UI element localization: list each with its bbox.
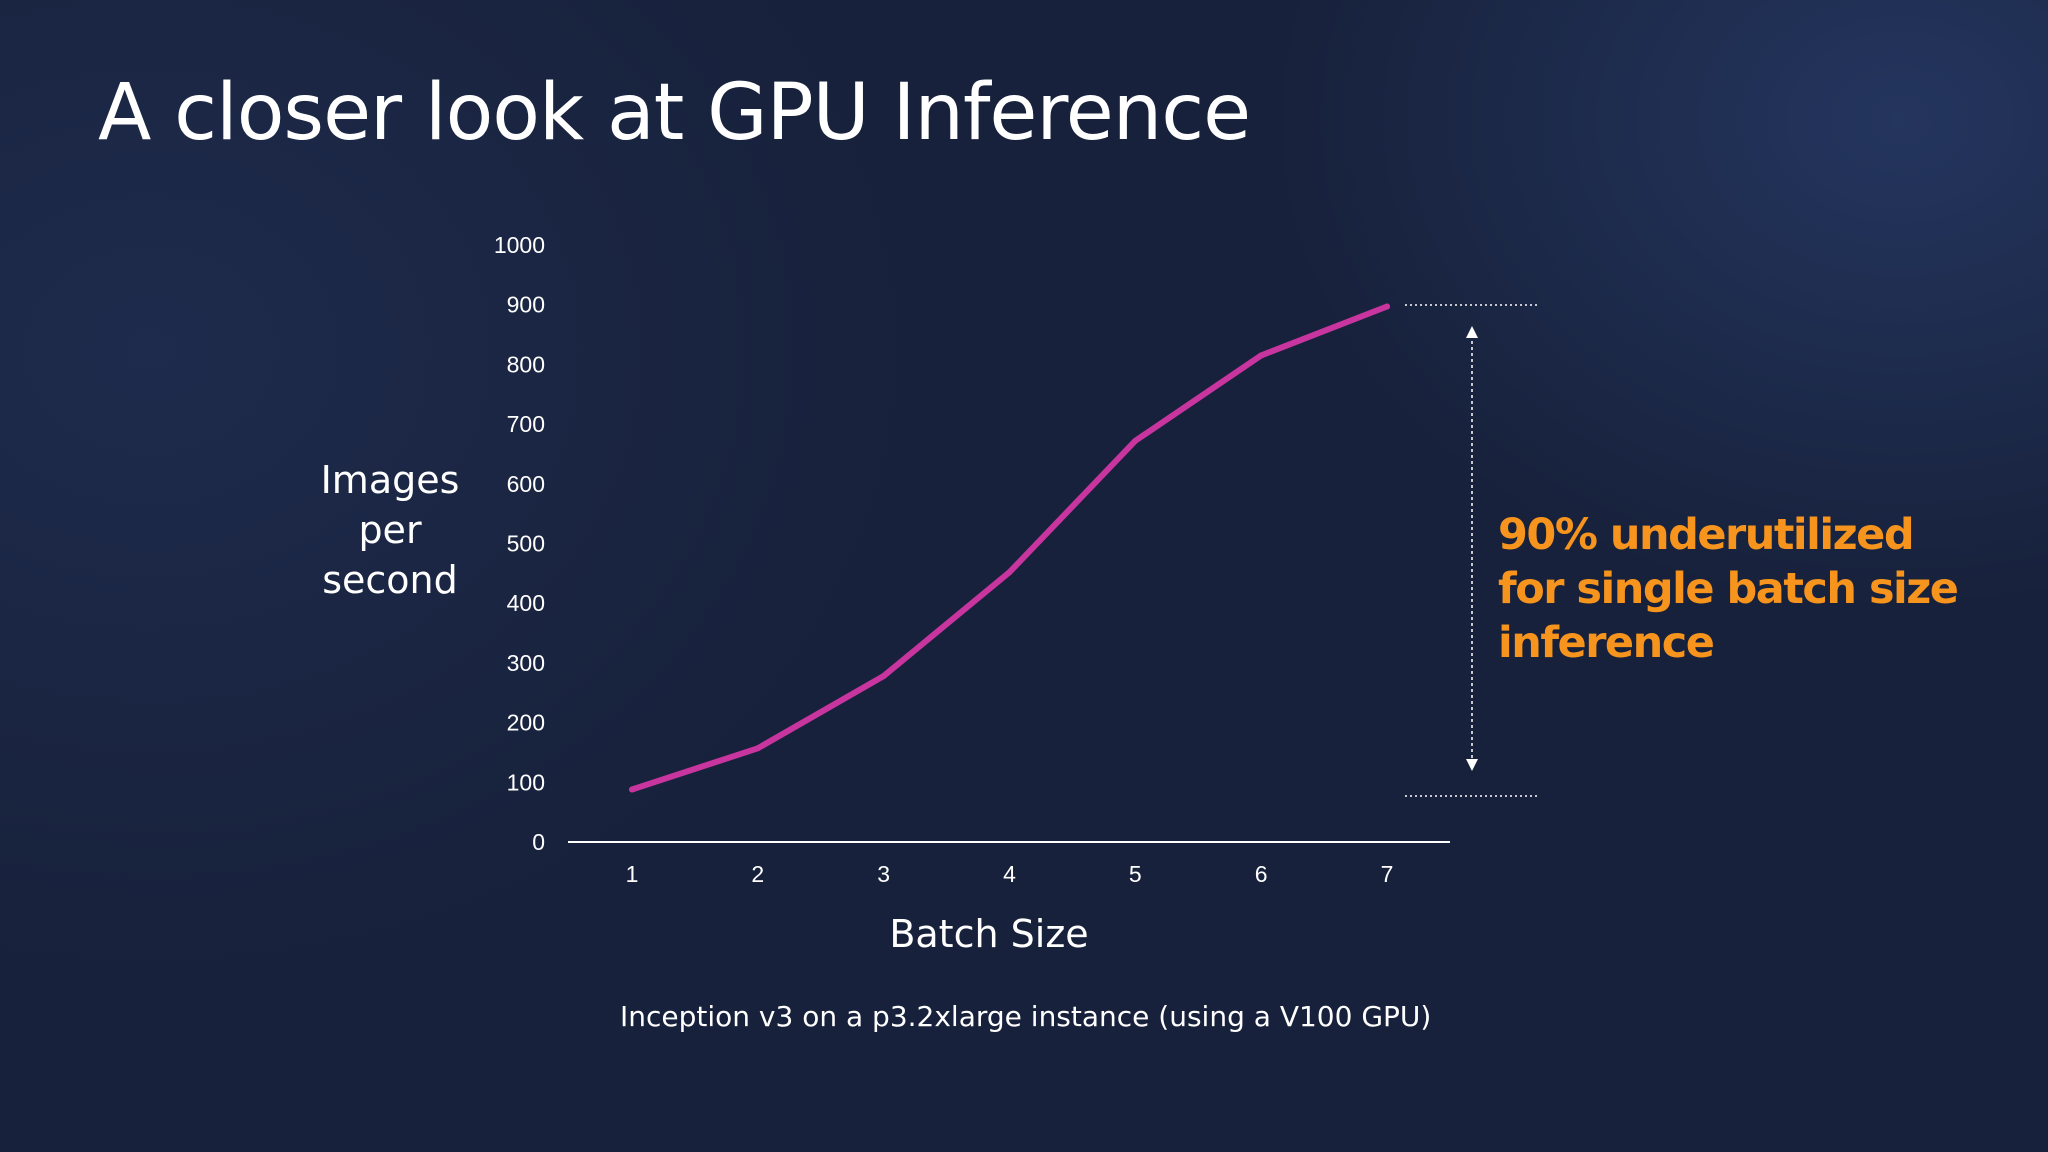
y-tick-label: 600 bbox=[507, 471, 545, 497]
x-tick-label: 1 bbox=[626, 861, 639, 887]
series-point bbox=[1006, 569, 1013, 576]
y-tick-label: 900 bbox=[507, 292, 545, 318]
y-tick-label: 0 bbox=[532, 829, 545, 855]
y-axis-ticks: 0 100 200 300 400 500 600 700 800 900 1000 bbox=[494, 232, 545, 855]
y-tick-label: 700 bbox=[507, 411, 545, 437]
x-tick-label: 3 bbox=[877, 861, 890, 887]
annotation-line: for single batch size bbox=[1498, 564, 1959, 614]
series-points bbox=[629, 303, 1390, 793]
x-tick-label: 5 bbox=[1129, 861, 1142, 887]
y-axis-title-line: Images bbox=[320, 458, 460, 502]
y-tick-label: 400 bbox=[507, 590, 545, 616]
x-axis-title: Batch Size bbox=[889, 912, 1088, 956]
slide-title: A closer look at GPU Inference bbox=[98, 68, 1251, 158]
x-tick-label: 2 bbox=[751, 861, 764, 887]
y-tick-label: 300 bbox=[507, 650, 545, 676]
y-axis-title-line: per bbox=[358, 508, 422, 552]
series-point bbox=[754, 745, 761, 752]
y-tick-label: 100 bbox=[507, 769, 545, 795]
annotation-line: 90% underutilized bbox=[1498, 510, 1915, 560]
x-axis-ticks: 1 2 3 4 5 6 7 bbox=[626, 861, 1394, 887]
series-line bbox=[629, 303, 1390, 793]
x-tick-label: 6 bbox=[1255, 861, 1268, 887]
y-tick-label: 800 bbox=[507, 351, 545, 377]
series-point bbox=[1132, 437, 1139, 444]
y-tick-label: 200 bbox=[507, 710, 545, 736]
arrow-head-down bbox=[1466, 759, 1478, 771]
series-point bbox=[629, 786, 635, 793]
chart-footnote: Inception v3 on a p3.2xlarge instance (u… bbox=[620, 1000, 1432, 1033]
series-point bbox=[1384, 303, 1390, 310]
series-point bbox=[880, 673, 887, 680]
y-axis-title-line: second bbox=[322, 558, 458, 602]
annotation-line: inference bbox=[1498, 618, 1715, 668]
series-point bbox=[1258, 352, 1265, 359]
utilization-annotation: 90% underutilized for single batch size … bbox=[1498, 508, 2018, 670]
y-tick-label: 1000 bbox=[494, 232, 545, 258]
y-axis-title: Images per second bbox=[300, 455, 480, 605]
x-tick-label: 7 bbox=[1381, 861, 1394, 887]
arrow-head-up bbox=[1466, 326, 1478, 338]
y-tick-label: 500 bbox=[507, 531, 545, 557]
x-tick-label: 4 bbox=[1003, 861, 1016, 887]
